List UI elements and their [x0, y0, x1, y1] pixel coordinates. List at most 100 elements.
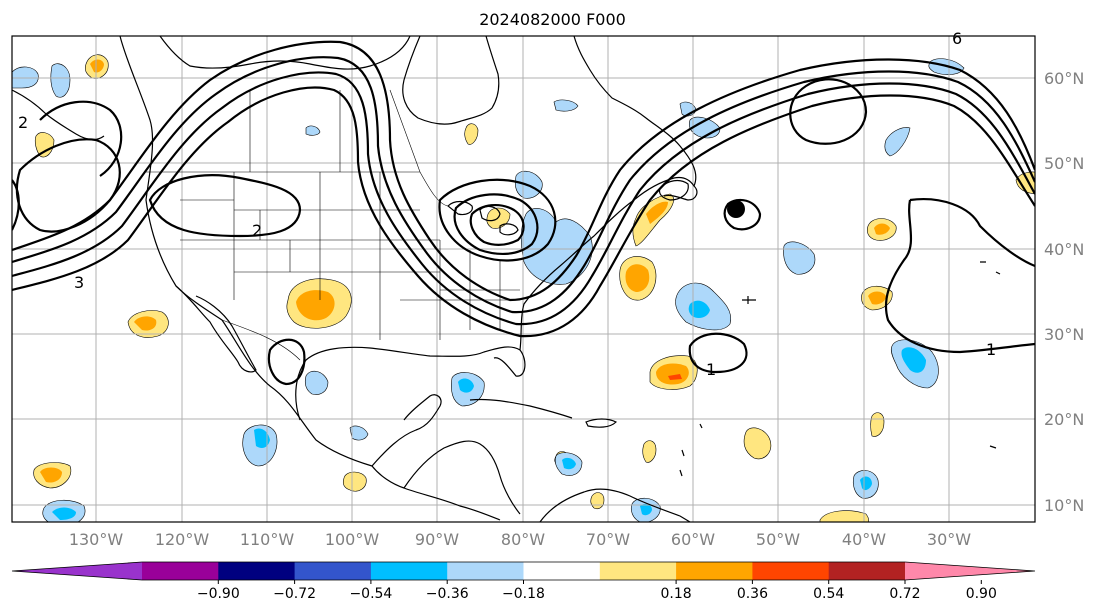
contour-line [12, 71, 1035, 326]
colorbar-segment [599, 562, 677, 580]
contour-line [12, 179, 20, 231]
colorbar [11, 561, 1036, 581]
colorbar-extend-high [905, 562, 1035, 580]
political-borders [146, 89, 520, 361]
negative-anomaly [688, 300, 710, 318]
colorbar-segment [447, 562, 524, 580]
negative-anomaly [254, 428, 270, 448]
hispaniola-coastline [585, 418, 618, 428]
longitude-labels: 130°W 120°W 110°W 100°W 90°W 80°W 70°W 6… [69, 530, 971, 549]
colorbar-tick-label: 0.54 [813, 586, 844, 602]
colorbar-extend-low [12, 562, 142, 580]
lat-label: 40°N [1044, 240, 1084, 259]
positive-anomaly [90, 59, 104, 73]
colorbar-tick-label: −0.90 [197, 586, 240, 602]
contour-label: 1 [706, 360, 716, 379]
lon-label: 40°W [842, 530, 886, 549]
colorbar-tick-label: 0.90 [966, 586, 997, 602]
positive-anomaly [464, 123, 479, 145]
contour-label-group: 1 1 2 3 6 2 [18, 29, 996, 379]
negative-anomaly [901, 347, 926, 373]
positive-anomaly [656, 363, 689, 385]
positive-anomaly [134, 316, 157, 331]
negative-anomaly [50, 63, 71, 98]
colorbar-tick-label: −0.54 [349, 586, 392, 602]
contour-line [39, 100, 123, 177]
colorbar-segment [828, 562, 906, 580]
contour-line [12, 86, 1035, 338]
islands-dots [679, 261, 1001, 477]
contour-lines [12, 40, 1035, 386]
coastlines [12, 36, 1001, 522]
colorbar-tick-label: 0.36 [737, 586, 768, 602]
lon-label: 50°W [756, 530, 800, 549]
contour-line [909, 198, 1035, 268]
contour-label: 6 [952, 29, 962, 48]
positive-anomaly [868, 291, 886, 305]
lon-label: 30°W [927, 530, 971, 549]
cuba-coastline [469, 398, 573, 419]
negative-anomaly [12, 66, 39, 89]
colorbar-tick-label: 0.72 [889, 586, 920, 602]
contour-label: 1 [986, 340, 996, 359]
contour-line [12, 56, 1035, 314]
colorbar-segment [218, 562, 296, 580]
shaded-anomalies [12, 54, 1035, 522]
negative-anomaly [884, 127, 911, 157]
contour-line [267, 338, 306, 386]
colorbar-segment [294, 562, 372, 580]
lon-label: 130°W [69, 530, 124, 549]
negative-anomaly [349, 425, 369, 441]
positive-anomaly [819, 510, 869, 522]
contour-line [469, 204, 525, 246]
colorbar-tick-labels: −0.90 −0.72 −0.54 −0.36 −0.18 0.18 0.36 0.54 0.7… [197, 580, 997, 602]
colorbar-segment [370, 562, 448, 580]
negative-anomaly [553, 99, 579, 112]
positive-anomaly [34, 132, 55, 158]
colorbar-tick-label: −0.72 [273, 586, 316, 602]
lat-label: 60°N [1044, 69, 1084, 88]
lat-label: 20°N [1044, 410, 1084, 429]
labrador-coastline [573, 36, 697, 187]
contour-line [453, 193, 539, 256]
lat-label: 10°N [1044, 496, 1084, 515]
positive-anomaly [743, 427, 772, 460]
contour-label: 2 [252, 221, 262, 240]
contour-line [688, 332, 748, 374]
lon-label: 100°W [325, 530, 380, 549]
colorbar-tick-label: −0.36 [426, 586, 469, 602]
colorbar-segment [142, 562, 219, 580]
positive-anomaly [342, 471, 367, 492]
baja-coastline [175, 285, 257, 373]
contour-label: 3 [74, 273, 84, 292]
lon-label: 110°W [240, 530, 295, 549]
negative-anomaly [640, 503, 652, 516]
contour-line [148, 174, 302, 238]
contour-line [12, 40, 1035, 302]
negative-anomaly [860, 476, 872, 491]
newfoundland [658, 179, 689, 201]
colorbar-tick-label: 0.18 [661, 586, 692, 602]
contour-line [15, 138, 121, 233]
hudson-bay-coastline [402, 36, 500, 125]
negative-anomaly [783, 241, 816, 275]
colorbar-segment [523, 562, 601, 580]
contour-label: 2 [18, 113, 28, 132]
south-america-coastline [539, 488, 691, 522]
gulf-coastline [295, 346, 526, 421]
storm-center-marker [727, 200, 745, 218]
positive-anomaly [296, 290, 335, 321]
latitude-labels: 60°N 50°N 40°N 30°N 20°N 10°N [1044, 69, 1084, 515]
positive-anomaly [590, 492, 605, 510]
lat-label: 30°N [1044, 325, 1084, 344]
positive-anomaly [642, 440, 657, 463]
lon-label: 80°W [501, 530, 545, 549]
colorbar-segment [676, 562, 753, 580]
lon-label: 90°W [415, 530, 459, 549]
colorbar-tick-label: −0.18 [502, 586, 545, 602]
map-border [11, 35, 1036, 523]
contour-line [723, 198, 762, 231]
colorbar-segment [752, 562, 830, 580]
lon-label: 70°W [586, 530, 630, 549]
